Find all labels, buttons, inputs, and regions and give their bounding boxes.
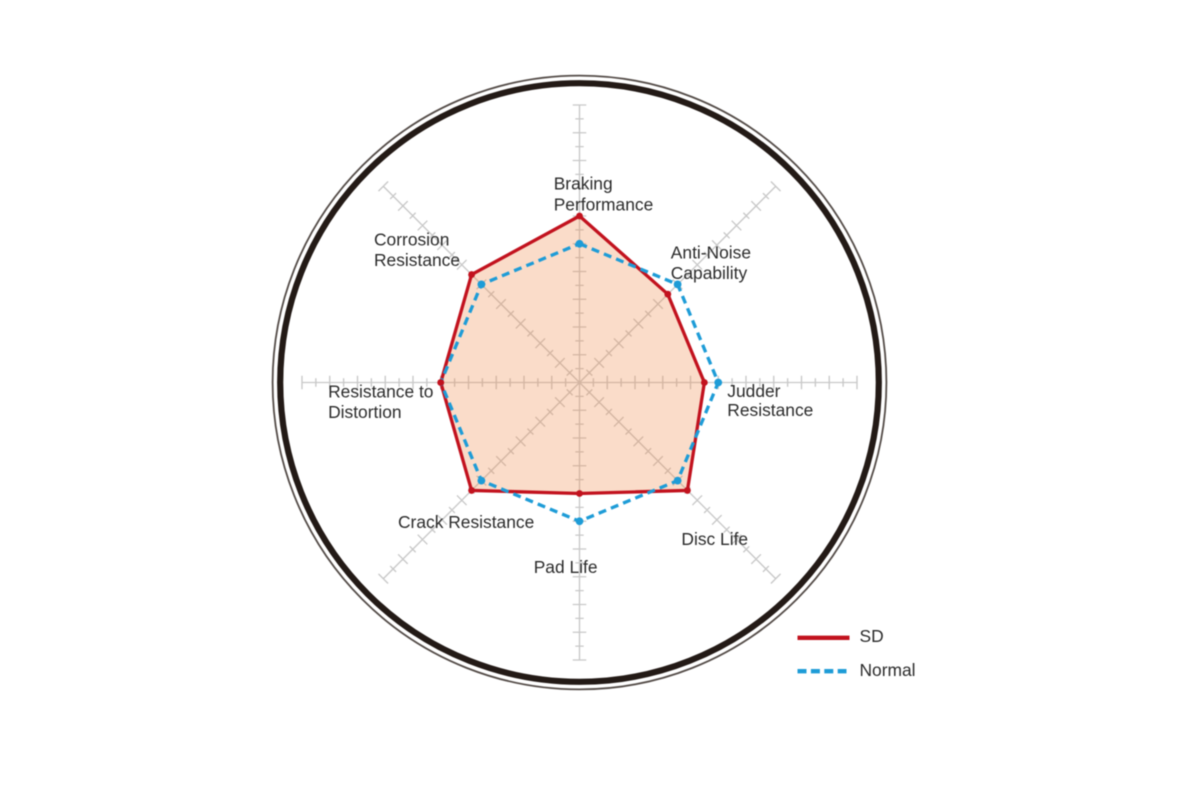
svg-text:Judder: Judder (727, 381, 780, 401)
svg-text:Normal: Normal (860, 660, 916, 680)
svg-text:Distortion: Distortion (328, 402, 401, 422)
svg-text:Disc Life: Disc Life (681, 529, 748, 549)
svg-text:Crack Resistance: Crack Resistance (398, 512, 534, 532)
svg-text:Corrosion: Corrosion (374, 230, 449, 250)
svg-text:Resistance to: Resistance to (328, 381, 433, 401)
svg-text:Braking: Braking (554, 174, 613, 194)
svg-text:Resistance: Resistance (727, 400, 813, 420)
svg-text:Resistance: Resistance (374, 250, 460, 270)
svg-text:Anti-Noise: Anti-Noise (671, 243, 751, 263)
svg-text:Pad Life: Pad Life (534, 557, 598, 577)
svg-text:Performance: Performance (554, 194, 654, 214)
svg-text:SD: SD (860, 626, 884, 646)
svg-text:Capability: Capability (671, 263, 748, 283)
